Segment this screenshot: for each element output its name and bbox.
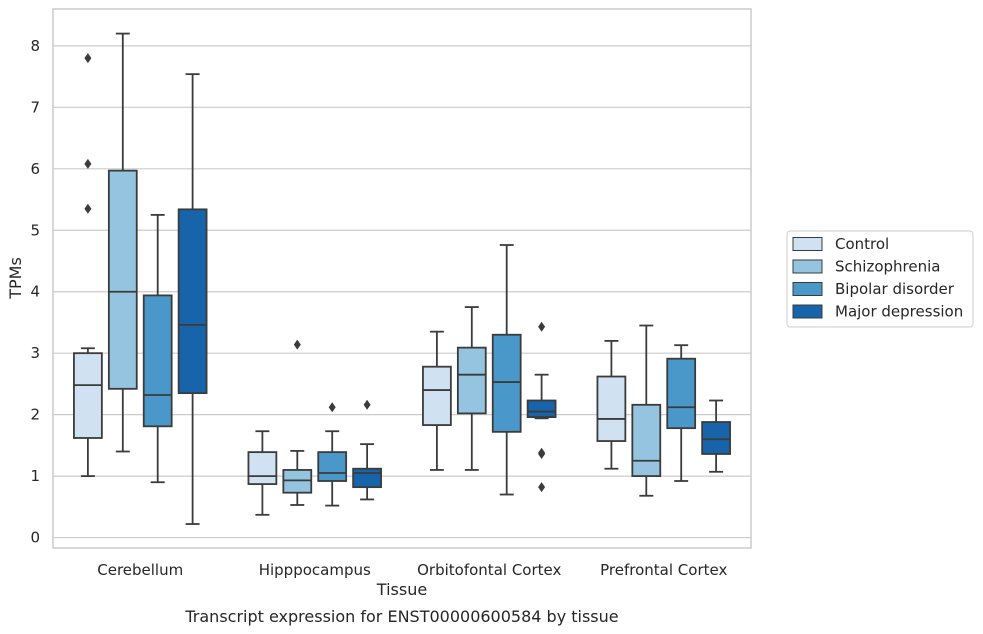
x-tick-label: Orbitofontal Cortex xyxy=(417,561,561,579)
box-1-0 xyxy=(247,430,278,516)
box-0-0 xyxy=(73,53,103,477)
legend-swatch xyxy=(792,282,823,296)
box-1-1 xyxy=(282,339,313,506)
box-3-0 xyxy=(596,339,627,470)
box-1-2 xyxy=(317,402,348,507)
outlier-point xyxy=(84,203,92,214)
y-tick-labels: 0 1 2 3 4 5 6 7 8 xyxy=(30,37,40,547)
y-tick-label: 6 xyxy=(30,160,40,178)
box-iqr xyxy=(142,294,173,428)
box-iqr xyxy=(596,375,627,442)
outlier-point xyxy=(538,447,546,458)
outlier-point xyxy=(363,399,371,410)
box-iqr xyxy=(666,357,697,430)
box-iqr xyxy=(352,467,382,489)
y-tick-label: 4 xyxy=(30,283,40,301)
legend-swatch xyxy=(792,237,823,251)
outlier-point xyxy=(293,339,301,350)
box-iqr xyxy=(491,333,522,433)
x-tick-label: Cerebellum xyxy=(97,561,183,579)
box-iqr xyxy=(73,352,103,439)
chart-caption: Transcript expression for ENST0000060058… xyxy=(184,607,618,626)
outlier-point xyxy=(84,53,92,64)
y-tick-label: 3 xyxy=(30,344,40,362)
legend-swatch xyxy=(792,259,823,274)
legend-label: Schizophrenia xyxy=(835,258,940,276)
x-tick-label: Prefrontal Cortex xyxy=(600,561,727,579)
box-0-1 xyxy=(107,32,138,453)
box-2-2 xyxy=(491,244,522,496)
box-3-3 xyxy=(701,399,731,473)
box-series xyxy=(73,32,731,525)
box-iqr xyxy=(422,365,452,426)
box-iqr xyxy=(526,399,557,418)
box-iqr xyxy=(177,208,208,395)
y-tick-label: 1 xyxy=(30,467,40,485)
legend-label: Major depression xyxy=(835,303,963,321)
legend: Control Schizophrenia Bipolar disorder Majo… xyxy=(786,230,974,328)
y-tick-label: 2 xyxy=(30,406,40,424)
box-0-2 xyxy=(142,213,173,484)
x-tick-labels: Cerebellum Hipppocampus Orbitofontal Corte… xyxy=(97,561,727,579)
x-axis-title: Tissue xyxy=(376,580,427,599)
box-iqr xyxy=(317,451,348,482)
legend-frame xyxy=(786,230,974,328)
x-tick-label: Hipppocampus xyxy=(259,561,371,579)
outlier-point xyxy=(84,158,92,169)
legend-label: Bipolar disorder xyxy=(835,280,955,298)
box-2-1 xyxy=(456,306,487,471)
y-axis-title: TPMs xyxy=(6,257,25,300)
box-3-1 xyxy=(631,324,662,497)
outlier-point xyxy=(328,402,336,413)
box-iqr xyxy=(107,169,138,390)
y-tick-label: 5 xyxy=(30,221,40,239)
box-2-0 xyxy=(422,330,452,471)
box-iqr xyxy=(701,421,731,455)
legend-swatch xyxy=(792,304,823,319)
box-iqr xyxy=(282,469,313,494)
y-tick-label: 7 xyxy=(30,98,40,116)
box-iqr xyxy=(456,346,487,415)
box-3-2 xyxy=(666,344,697,482)
box-iqr xyxy=(247,451,278,485)
box-0-3 xyxy=(177,73,208,525)
outlier-point xyxy=(538,482,546,493)
box-iqr xyxy=(631,403,662,477)
legend-label: Control xyxy=(835,235,889,253)
outlier-point xyxy=(538,321,546,332)
box-1-3 xyxy=(352,399,382,501)
y-tick-label: 8 xyxy=(30,37,40,55)
box-2-3 xyxy=(526,321,557,493)
plot-frame xyxy=(52,8,752,549)
y-tick-label: 0 xyxy=(30,529,40,547)
